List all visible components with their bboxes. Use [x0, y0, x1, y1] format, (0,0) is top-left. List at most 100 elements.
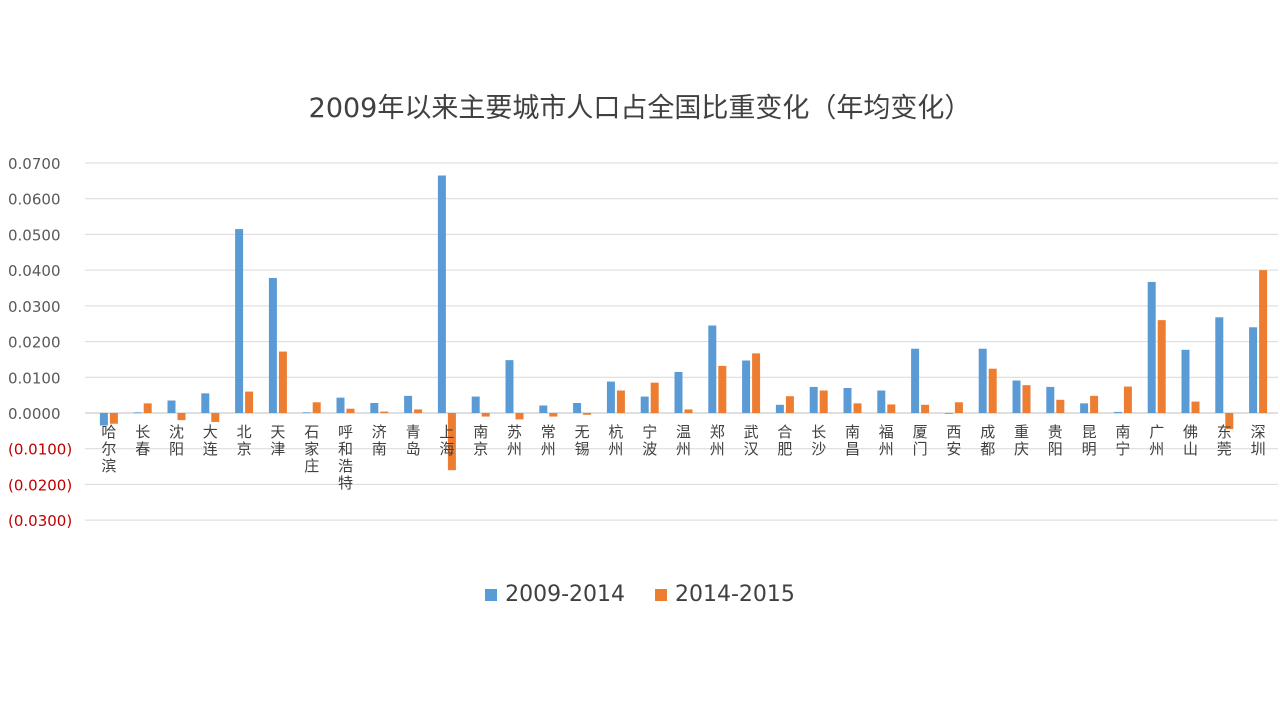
bar	[911, 348, 920, 413]
bar	[752, 353, 761, 413]
x-tick-label: 西安	[946, 423, 961, 458]
x-tick-label: 常州	[541, 423, 556, 458]
y-tick-label: 0.0300	[8, 298, 61, 316]
x-tick-label: 青岛	[406, 423, 421, 458]
bar	[268, 278, 277, 413]
y-tick-label: (0.0300)	[8, 512, 72, 530]
bar	[1157, 320, 1166, 413]
bar	[549, 413, 558, 417]
bar	[785, 396, 794, 413]
bar	[201, 393, 210, 413]
bar	[1123, 386, 1132, 413]
legend-item-series-1: 2009-2014	[485, 582, 625, 607]
x-tick-label: 成都	[980, 423, 995, 458]
y-tick-label: 0.0400	[8, 262, 61, 280]
bar	[177, 413, 186, 421]
y-tick-label: (0.0200)	[8, 476, 72, 494]
x-tick-label: 济南	[372, 423, 387, 458]
bar	[775, 404, 784, 413]
bar	[1022, 385, 1031, 413]
x-tick-label: 沈阳	[169, 423, 184, 458]
x-tick-label: 北京	[237, 423, 252, 458]
x-tick-label: 温州	[676, 423, 691, 458]
bar	[109, 413, 118, 424]
bar	[1147, 281, 1156, 413]
legend-item-series-2: 2014-2015	[655, 582, 795, 607]
bar	[819, 390, 828, 413]
x-tick-label: 石家庄	[304, 423, 319, 475]
bar	[921, 404, 930, 413]
bar	[573, 403, 582, 413]
x-tick-label: 天津	[270, 423, 285, 458]
x-tick-label: 深圳	[1251, 423, 1266, 458]
y-tick-label: 0.0500	[8, 226, 61, 244]
bar	[1046, 386, 1055, 413]
bar	[583, 413, 592, 415]
x-tick-label: 佛山	[1183, 423, 1198, 458]
bar	[1259, 270, 1268, 413]
bar	[954, 402, 963, 413]
bar	[370, 403, 379, 413]
x-tick-label: 无锡	[575, 423, 590, 458]
x-tick-label: 大连	[203, 423, 218, 458]
bar	[616, 390, 625, 413]
x-tick-label: 贵阳	[1048, 423, 1063, 458]
x-tick-label: 长春	[135, 423, 150, 458]
bar	[640, 396, 649, 413]
bar	[877, 390, 886, 413]
bar	[235, 229, 244, 413]
x-tick-label: 福州	[879, 423, 894, 458]
bar	[1090, 395, 1099, 413]
bar	[539, 405, 548, 413]
legend-label-series-2: 2014-2015	[675, 582, 795, 607]
x-tick-label: 杭州	[608, 423, 623, 458]
bar	[887, 404, 896, 413]
bar	[944, 413, 953, 414]
bar	[447, 413, 456, 471]
bar	[515, 413, 524, 420]
bar	[167, 400, 176, 413]
bar	[505, 360, 514, 413]
bar	[1012, 380, 1021, 413]
bar	[853, 403, 862, 413]
y-tick-label: 0.0000	[8, 405, 61, 423]
bar	[346, 408, 355, 413]
x-tick-label: 广州	[1149, 423, 1164, 458]
bar	[742, 360, 751, 413]
bar	[99, 413, 108, 426]
bar	[684, 409, 693, 413]
bar	[1191, 401, 1200, 413]
bar	[278, 351, 287, 413]
bar	[302, 412, 311, 414]
x-tick-label: 南京	[473, 423, 488, 458]
x-tick-label: 昆明	[1082, 423, 1097, 458]
bar	[809, 386, 818, 413]
bar	[978, 348, 987, 413]
bar	[606, 381, 615, 413]
bar	[245, 391, 254, 413]
x-tick-label: 武汉	[744, 423, 759, 458]
bar	[380, 411, 389, 413]
bar	[312, 402, 321, 413]
bar	[211, 413, 220, 422]
y-tick-label: (0.0100)	[8, 441, 72, 459]
bar	[471, 396, 480, 413]
x-tick-label: 重庆	[1014, 423, 1029, 458]
bar	[650, 382, 659, 413]
x-tick-label: 东莞	[1217, 423, 1232, 458]
x-tick-label: 呼和浩特	[338, 423, 353, 492]
bar	[1215, 317, 1224, 413]
bar	[1181, 349, 1190, 413]
bar	[1113, 411, 1122, 413]
x-tick-label: 宁波	[642, 423, 657, 458]
x-tick-label: 长沙	[811, 423, 826, 458]
bar	[1225, 413, 1234, 430]
bar	[988, 368, 997, 413]
bar	[843, 388, 852, 413]
bar	[133, 412, 142, 414]
bar	[674, 371, 683, 413]
bar	[718, 365, 727, 413]
x-tick-label: 南宁	[1115, 423, 1130, 458]
